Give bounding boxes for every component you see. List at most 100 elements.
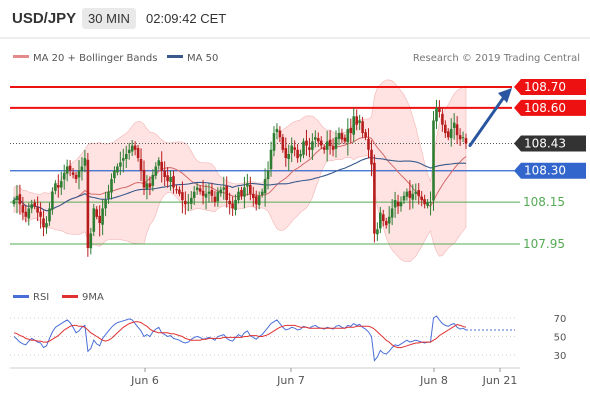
candle-body — [222, 187, 226, 190]
candle — [319, 136, 323, 150]
candle — [113, 166, 116, 184]
candle-body — [254, 196, 258, 205]
candle-body — [346, 128, 350, 143]
candle — [195, 183, 199, 195]
candle — [452, 113, 456, 140]
candle — [60, 171, 63, 196]
candle — [154, 162, 158, 180]
candle — [74, 171, 78, 184]
candle — [95, 206, 98, 220]
candle-body — [249, 185, 252, 194]
candle — [54, 180, 57, 195]
candle-body — [340, 133, 344, 140]
candle — [157, 157, 161, 170]
rsi-ma-line — [13, 321, 467, 349]
candle-body — [337, 133, 341, 139]
candle — [101, 198, 104, 236]
candle — [461, 131, 465, 143]
timeframe-label: 30 MIN — [88, 11, 130, 26]
candle — [364, 129, 367, 141]
rsi-ma-legend-label: 9MA — [82, 292, 104, 303]
candle — [110, 173, 113, 200]
candle-body — [402, 195, 406, 201]
resistance-1-label-tag — [514, 99, 586, 116]
x-tick-label: Jun 21 — [482, 374, 518, 387]
candle — [417, 183, 420, 205]
candle — [228, 192, 231, 215]
candle-body — [151, 174, 155, 186]
candle — [139, 148, 143, 181]
candle-body — [160, 161, 163, 171]
candle-body — [355, 116, 358, 125]
candle-body — [157, 160, 161, 166]
ma50-line — [13, 156, 467, 212]
candle — [62, 164, 66, 190]
candle-body — [187, 202, 190, 204]
rsi-legend-swatch — [13, 295, 29, 298]
candle — [352, 108, 355, 143]
forecast-arrow-shaft — [468, 95, 506, 148]
candle-body — [432, 120, 435, 201]
candle — [405, 188, 409, 201]
rsi-tick-30: 30 — [554, 351, 567, 362]
candle-body — [207, 191, 211, 194]
candle-body — [461, 137, 465, 139]
candle-body — [296, 149, 299, 159]
candle-body — [260, 191, 264, 195]
x-tick-label: Jun 7 — [276, 374, 305, 387]
candle-body — [449, 128, 453, 139]
candle — [263, 168, 267, 207]
last-price-label: 108.43 — [524, 137, 566, 151]
candle-body — [231, 203, 234, 209]
candle-body — [219, 189, 223, 194]
support-1-label: 108.15 — [523, 195, 565, 209]
candle — [299, 149, 302, 162]
candle-body — [334, 137, 338, 149]
candle — [71, 168, 75, 179]
forecast-arrow — [468, 88, 512, 148]
candle — [249, 176, 252, 201]
rsi-tick-50: 50 — [554, 333, 567, 344]
candle-body — [166, 175, 169, 182]
candle — [393, 191, 397, 218]
candle-body — [447, 131, 450, 138]
candle — [92, 204, 96, 237]
candle — [240, 186, 243, 200]
candle-body — [21, 205, 25, 213]
candle-body — [322, 147, 326, 150]
candle — [175, 184, 178, 194]
candle — [33, 199, 36, 210]
candle-body — [60, 181, 63, 188]
candle — [127, 142, 131, 160]
candle-body — [420, 196, 423, 200]
candle — [464, 133, 468, 150]
candle — [231, 196, 234, 217]
candle — [187, 193, 190, 212]
candle-body — [246, 183, 249, 187]
candle — [234, 194, 237, 216]
candle-body — [278, 130, 282, 138]
candle — [343, 134, 347, 144]
candle — [447, 128, 450, 141]
candle — [207, 183, 211, 203]
candle-body — [201, 190, 205, 196]
candle — [98, 205, 101, 237]
candle-body — [116, 166, 119, 173]
candle-body — [396, 201, 400, 207]
candle-body — [51, 191, 54, 210]
candle — [311, 133, 314, 161]
candle-body — [192, 191, 196, 198]
candle-body — [225, 185, 228, 200]
candle-body — [367, 138, 370, 150]
resistance-2-label: 108.70 — [524, 80, 566, 94]
candle — [119, 151, 122, 176]
candle — [18, 184, 22, 215]
candle-body — [101, 208, 104, 225]
candle — [337, 127, 341, 146]
candle-body — [379, 212, 382, 229]
candle — [80, 157, 84, 181]
candle-body — [414, 191, 418, 194]
candle-body — [136, 148, 140, 159]
x-tick-label: Jun 6 — [130, 374, 159, 387]
candle — [260, 188, 264, 198]
